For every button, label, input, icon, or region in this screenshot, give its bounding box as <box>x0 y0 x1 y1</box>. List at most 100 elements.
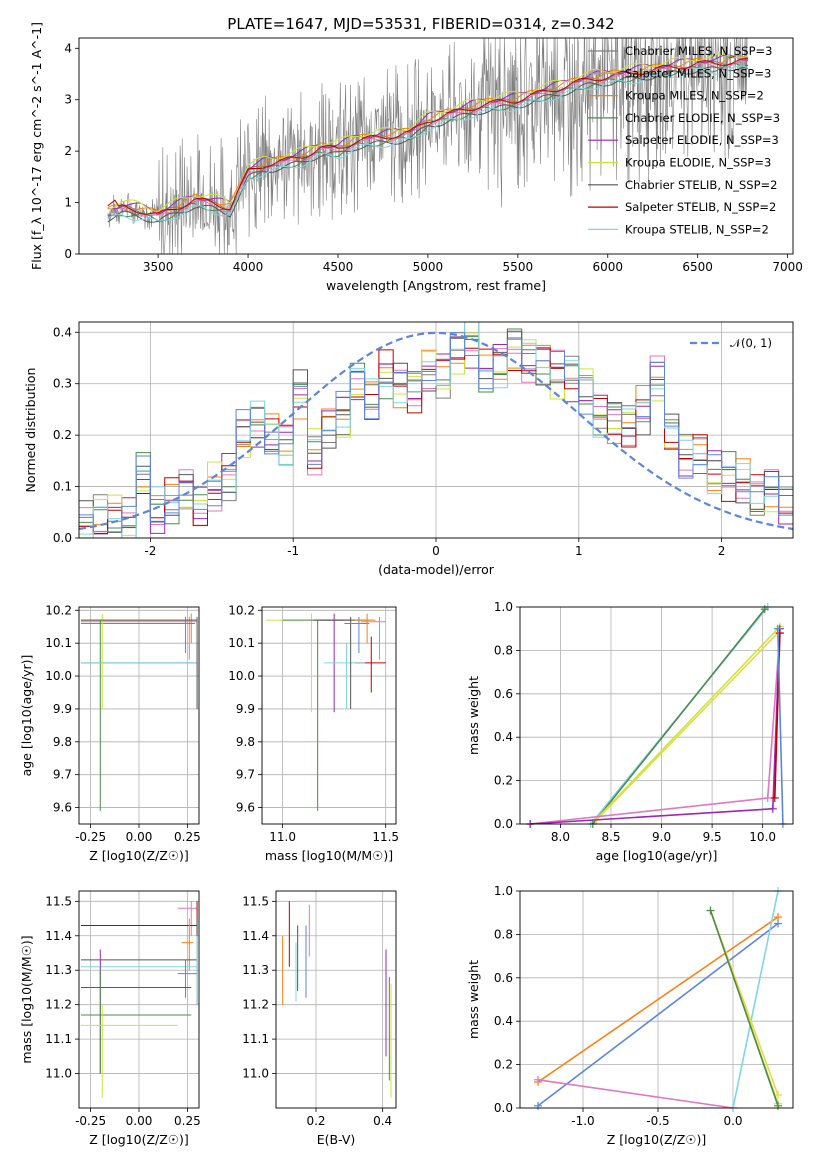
x-tick-label: 6500 <box>682 260 713 274</box>
legend-label: Salpeter STELIB, N_SSP=2 <box>625 200 776 214</box>
axes-frame <box>275 890 397 1109</box>
plot-area <box>107 37 749 255</box>
weight-line <box>530 632 781 825</box>
y-tick-label: 10.1 <box>228 636 255 650</box>
y-tick-label: 9.7 <box>236 768 255 782</box>
y-tick-label: 10.2 <box>45 603 72 617</box>
y-tick-label: 0.4 <box>53 325 72 339</box>
y-tick-label: 3 <box>64 93 72 107</box>
x-tick-label: 7000 <box>772 260 803 274</box>
model-spectrum-line <box>107 53 749 213</box>
x-tick-label: 1 <box>575 544 583 558</box>
histogram-step-line <box>79 332 793 533</box>
y-tick-label: 11.5 <box>242 894 269 908</box>
spectrum-panel: 3500 4000 4500 5000 5500 6000 6500 7000 0 1 2 3 4 wav… <box>29 22 803 293</box>
y-tick-label: 0.4 <box>494 730 513 744</box>
x-tick-label: 11.0 <box>269 830 296 844</box>
y-tick-label: 0.2 <box>53 428 72 442</box>
x-tick-label: -2 <box>144 544 156 558</box>
axes-frame <box>78 321 794 539</box>
x-tick-label: -1 <box>287 544 299 558</box>
x-axis-label: Z [log10(Z/Z☉)] <box>607 1132 707 1147</box>
legend-label: Chabrier MILES, N_SSP=3 <box>625 44 772 58</box>
weight-vs-z-panel: -1.0 -0.5 0.0 0.0 0.2 0.4 0.6 0.8 1.0 Z [log10(Z/… <box>466 884 794 1147</box>
y-tick-label: 0.0 <box>53 531 72 545</box>
y-axis-label: Normed distribution <box>23 368 38 493</box>
x-tick-label: 2 <box>718 544 726 558</box>
x-tick-label: 10.0 <box>749 830 776 844</box>
y-tick-label: 0.8 <box>494 927 513 941</box>
weight-line <box>732 890 779 1109</box>
x-tick-label: 5500 <box>503 260 534 274</box>
legend-label: Salpeter ELODIE, N_SSP=3 <box>625 133 779 147</box>
y-tick-label: 0.4 <box>494 1014 513 1028</box>
plot-area <box>282 901 392 1098</box>
y-tick-label: 11.4 <box>242 929 269 943</box>
weight-line <box>537 916 779 1083</box>
y-tick-label: 11.2 <box>45 998 72 1012</box>
y-axis-label: mass weight <box>466 676 481 755</box>
plot-area <box>534 887 782 1112</box>
y-tick-label: 0.0 <box>494 817 513 831</box>
x-tick-label: 8.5 <box>601 830 620 844</box>
y-tick-label: 0.3 <box>53 377 72 391</box>
y-tick-label: 0 <box>64 247 72 261</box>
y-tick-label: 10.0 <box>228 669 255 683</box>
x-tick-label: 0 <box>432 544 440 558</box>
observed-spectrum-line <box>107 37 748 255</box>
y-tick-label: 9.7 <box>53 768 72 782</box>
y-tick-label: 9.9 <box>53 702 72 716</box>
y-tick-label: 0.8 <box>494 643 513 657</box>
figure-title: PLATE=1647, MJD=53531, FIBERID=0314, z=0… <box>227 15 614 33</box>
x-tick-label: -0.25 <box>75 830 106 844</box>
axes-frame <box>78 606 200 825</box>
x-tick-label: 0.2 <box>306 1114 325 1128</box>
y-axis-label: mass weight <box>466 960 481 1039</box>
age-vs-mass-panel: 11.0 11.5 9.6 9.7 9.8 9.9 10.0 10.1 10.2 mass [lo… <box>228 603 399 863</box>
legend-label: Salpeter MILES, N_SSP=3 <box>625 66 771 80</box>
axes-frame <box>519 890 794 1109</box>
y-axis-label: mass [log10(M/M☉)] <box>19 935 34 1063</box>
y-tick-label: 9.6 <box>236 801 255 815</box>
x-tick-label: 5000 <box>413 260 444 274</box>
y-tick-label: 2 <box>64 144 72 158</box>
x-axis-label: (data-model)/error <box>378 562 495 577</box>
x-axis-label: wavelength [Angstrom, rest frame] <box>326 278 546 293</box>
plot-area <box>266 613 386 811</box>
x-axis-label: E(B-V) <box>317 1132 356 1147</box>
legend-label: Kroupa ELODIE, N_SSP=3 <box>625 156 771 170</box>
weight-line <box>777 628 784 825</box>
x-tick-label: 0.00 <box>126 830 153 844</box>
y-tick-label: 1.0 <box>494 884 513 898</box>
y-axis-label: age [log10(age/yr)] <box>19 655 34 777</box>
weight-line <box>709 910 779 1107</box>
y-tick-label: 4 <box>64 41 72 55</box>
x-tick-label: 0.0 <box>723 1114 742 1128</box>
model-spectrum-line <box>107 54 748 215</box>
plot-area <box>526 603 787 828</box>
axes-frame <box>519 606 794 825</box>
y-tick-label: 9.6 <box>53 801 72 815</box>
y-tick-label: 10.2 <box>228 603 255 617</box>
y-tick-label: 11.5 <box>45 894 72 908</box>
plot-area <box>80 901 198 1098</box>
weight-line <box>592 608 766 825</box>
y-tick-label: 0.2 <box>494 1058 513 1072</box>
y-axis-label: Flux [f_λ 10^-17 erg cm^-2 s^-1 A^-1] <box>29 22 44 270</box>
axes-frame <box>78 890 200 1109</box>
y-tick-label: 1 <box>64 196 72 210</box>
legend-label: Kroupa STELIB, N_SSP=2 <box>625 222 769 236</box>
x-tick-label: 9.5 <box>703 830 722 844</box>
x-axis-label: Z [log10(Z/Z☉)] <box>89 1132 189 1147</box>
x-tick-label: -0.25 <box>75 1114 106 1128</box>
axes-frame <box>261 606 397 825</box>
y-tick-label: 11.3 <box>242 963 269 977</box>
legend-label: Kroupa MILES, N_SSP=2 <box>625 89 764 103</box>
age-vs-z-panel: -0.25 0.00 0.25 9.6 9.7 9.8 9.9 10.0 10.1 10.2 Z [… <box>19 603 201 863</box>
legend-label: 𝒩(0, 1) <box>730 336 772 350</box>
x-tick-label: 8.0 <box>551 830 570 844</box>
weight-line <box>537 1079 734 1109</box>
x-tick-label: 9.0 <box>652 830 671 844</box>
y-tick-label: 11.3 <box>45 963 72 977</box>
